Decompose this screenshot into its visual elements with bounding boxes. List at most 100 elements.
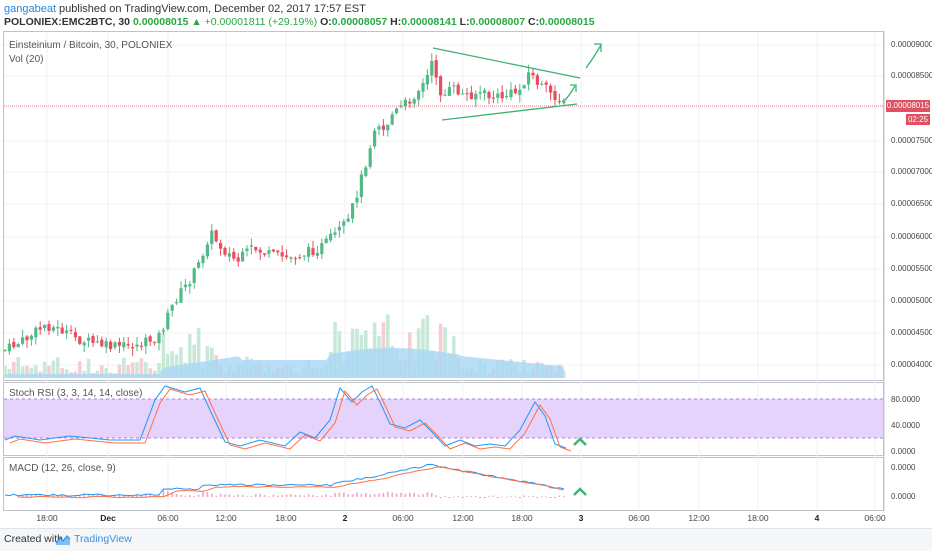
macd-histogram-bar <box>365 492 367 497</box>
candle-body <box>540 83 544 85</box>
candle-body <box>3 349 7 351</box>
volume-bar <box>333 321 337 378</box>
candle-body <box>443 94 447 96</box>
macd-histogram-bar <box>563 495 565 497</box>
candle-body <box>7 343 11 352</box>
candle-body <box>276 250 280 253</box>
volume-bar <box>144 362 148 378</box>
candle-body <box>425 74 429 85</box>
candle-body <box>104 341 108 348</box>
main-pane-title[interactable]: Einsteinium / Bitcoin, 30, POLONIEX <box>9 40 173 51</box>
macd-histogram-bar <box>224 494 226 497</box>
volume-bar <box>86 358 91 378</box>
volume-bar <box>12 361 16 378</box>
macd-histogram-bar <box>457 496 459 497</box>
macd-histogram-bar <box>219 493 222 497</box>
volume-bar <box>192 344 196 378</box>
volume-bar <box>104 367 108 378</box>
macd-histogram-bar <box>285 494 288 497</box>
candle-body <box>197 262 201 268</box>
macd-histogram-bar <box>233 495 235 497</box>
macd-label[interactable]: MACD (12, 26, close, 9) <box>9 463 116 474</box>
macd-histogram-bar <box>488 496 490 497</box>
macd-histogram-bar <box>184 495 187 497</box>
time-tick: 06:00 <box>864 513 886 523</box>
macd-histogram-bar <box>118 494 121 497</box>
candle-body <box>95 341 99 343</box>
tradingview-brand-link[interactable]: TradingView <box>74 533 132 545</box>
macd-histogram-bar <box>527 496 530 498</box>
candle-body <box>461 93 465 95</box>
macd-histogram-bar <box>96 494 99 497</box>
macd-histogram-bar <box>387 491 389 497</box>
close-value-2: 0.00008015 <box>539 16 595 28</box>
price-tick: 0.00004000 <box>891 360 932 369</box>
stoch-k-line <box>4 385 567 449</box>
time-tick: 18:00 <box>511 513 533 523</box>
candle-body <box>25 336 29 341</box>
macd-histogram-bar <box>395 493 398 497</box>
candle-body <box>188 284 192 287</box>
candle-body <box>522 85 526 89</box>
macd-histogram-bar <box>466 495 468 497</box>
volume-bar <box>157 363 161 378</box>
macd-histogram-bar <box>413 492 415 497</box>
macd-histogram-bar <box>409 492 411 497</box>
change-value: ▲ +0.00001811 (+29.19%) <box>191 16 318 28</box>
candle-body <box>513 88 517 94</box>
macd-histogram-bar <box>136 494 138 497</box>
volume-indicator-label[interactable]: Vol (20) <box>9 54 44 65</box>
macd-histogram-bar <box>149 494 151 497</box>
candle-body <box>91 336 95 343</box>
macd-histogram-bar <box>202 491 204 497</box>
candle-body <box>170 304 174 311</box>
candle-body <box>465 93 469 95</box>
stoch-d-line <box>9 388 572 452</box>
candle-body <box>509 89 513 98</box>
volume-bar <box>425 315 430 378</box>
candle-body <box>29 335 33 340</box>
candle-body <box>82 342 86 346</box>
macd-histogram-bar <box>501 496 503 498</box>
candle-body <box>109 341 113 350</box>
macd-histogram-bar <box>492 495 495 497</box>
candle-body <box>56 326 60 329</box>
stoch-rsi-lines <box>4 385 572 452</box>
macd-histogram-bar <box>145 494 147 497</box>
macd-histogram-bar <box>294 494 297 497</box>
candle-body <box>43 324 47 328</box>
volume-bar <box>170 351 174 378</box>
macd-histogram-bar <box>378 493 380 497</box>
time-tick: 18:00 <box>275 513 297 523</box>
candle-body <box>16 344 20 348</box>
macd-histogram-bar <box>211 493 213 497</box>
candle-body <box>201 255 205 264</box>
macd-histogram-bar <box>536 497 539 498</box>
macd-histogram-bar <box>312 495 314 497</box>
macd-histogram-bar <box>250 495 253 497</box>
candle-body <box>377 126 381 130</box>
volume-bar <box>20 366 25 378</box>
chart-area[interactable] <box>0 0 932 528</box>
macd-histogram-bar <box>114 494 116 497</box>
macd-histogram-bar <box>268 496 270 498</box>
candle-body <box>271 249 275 252</box>
candle-body <box>469 92 473 100</box>
candle-body <box>263 253 267 255</box>
macd-histogram-bar <box>277 495 279 497</box>
macd-histogram-bar <box>329 495 332 497</box>
symbol-name[interactable]: POLONIEX:EMC2BTC, 30 <box>4 16 131 28</box>
candle-body <box>78 336 82 344</box>
macd-histogram-bar <box>162 489 165 497</box>
candle-body <box>73 332 77 338</box>
volume-bar <box>16 357 20 378</box>
candle-body <box>249 245 253 247</box>
author-link[interactable]: gangabeat <box>4 3 56 15</box>
macd-histogram-bar <box>263 495 266 497</box>
macd-histogram-bar <box>461 497 464 498</box>
high-value: 0.00008141 <box>401 16 457 28</box>
close-value: 0.00008015 <box>132 16 189 28</box>
stoch-rsi-label[interactable]: Stoch RSI (3, 3, 14, 14, close) <box>9 388 143 399</box>
macd-histogram-bar <box>373 493 376 497</box>
candle-body <box>320 243 324 255</box>
